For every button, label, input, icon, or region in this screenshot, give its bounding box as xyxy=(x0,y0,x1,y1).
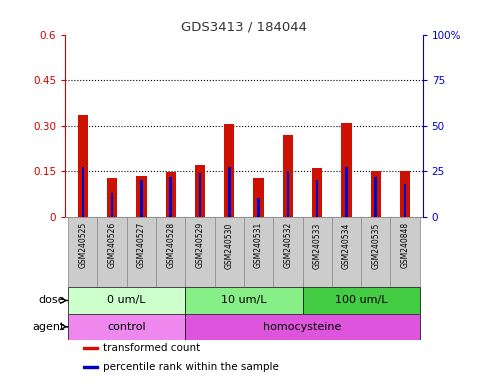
Text: control: control xyxy=(107,322,146,332)
Text: GSM240530: GSM240530 xyxy=(225,222,234,268)
Bar xyxy=(254,178,264,217)
Bar xyxy=(68,314,185,340)
Bar xyxy=(170,177,172,217)
Bar xyxy=(136,175,146,217)
Bar xyxy=(156,217,185,287)
Text: GSM240527: GSM240527 xyxy=(137,222,146,268)
Bar xyxy=(370,171,381,217)
Bar xyxy=(199,173,201,217)
Text: dose: dose xyxy=(38,295,65,306)
Text: GSM240534: GSM240534 xyxy=(342,222,351,268)
Bar xyxy=(316,180,318,217)
Text: 100 um/L: 100 um/L xyxy=(335,295,387,306)
Bar xyxy=(111,193,114,217)
Text: agent: agent xyxy=(32,322,65,332)
Bar xyxy=(361,217,390,287)
Bar xyxy=(214,217,244,287)
Text: 10 um/L: 10 um/L xyxy=(221,295,267,306)
Bar xyxy=(107,178,117,217)
Text: GSM240532: GSM240532 xyxy=(284,222,292,268)
Bar xyxy=(374,177,377,217)
Bar xyxy=(166,172,176,217)
Text: GSM240528: GSM240528 xyxy=(166,222,175,268)
Text: transformed count: transformed count xyxy=(103,343,201,353)
Text: 0 um/L: 0 um/L xyxy=(108,295,146,306)
Bar xyxy=(400,171,410,217)
Bar xyxy=(82,167,84,217)
Text: homocysteine: homocysteine xyxy=(263,322,341,332)
Text: GSM240526: GSM240526 xyxy=(108,222,116,268)
Bar xyxy=(286,171,289,217)
Title: GDS3413 / 184044: GDS3413 / 184044 xyxy=(181,20,307,33)
Text: GSM240525: GSM240525 xyxy=(78,222,87,268)
Bar xyxy=(302,217,332,287)
Bar xyxy=(312,168,322,217)
Text: percentile rank within the sample: percentile rank within the sample xyxy=(103,362,279,372)
Bar xyxy=(195,165,205,217)
Bar xyxy=(83,347,98,349)
Bar xyxy=(68,217,98,287)
Bar xyxy=(78,115,88,217)
Bar xyxy=(224,124,234,217)
Bar xyxy=(332,217,361,287)
Bar xyxy=(83,366,98,369)
Bar xyxy=(185,314,420,340)
Text: GSM240529: GSM240529 xyxy=(196,222,204,268)
Bar xyxy=(98,217,127,287)
Bar xyxy=(273,217,302,287)
Bar xyxy=(283,135,293,217)
Bar xyxy=(390,217,420,287)
Text: GSM240531: GSM240531 xyxy=(254,222,263,268)
Bar xyxy=(185,287,302,314)
Bar xyxy=(228,167,230,217)
Bar xyxy=(185,217,214,287)
Bar xyxy=(257,199,260,217)
Bar xyxy=(341,122,352,217)
Text: GSM240848: GSM240848 xyxy=(400,222,410,268)
Bar xyxy=(345,167,348,217)
Bar xyxy=(302,287,420,314)
Text: GSM240535: GSM240535 xyxy=(371,222,380,268)
Bar xyxy=(404,184,406,217)
Bar xyxy=(244,217,273,287)
Bar xyxy=(127,217,156,287)
Bar xyxy=(140,180,142,217)
Text: GSM240533: GSM240533 xyxy=(313,222,322,268)
Bar xyxy=(68,287,185,314)
